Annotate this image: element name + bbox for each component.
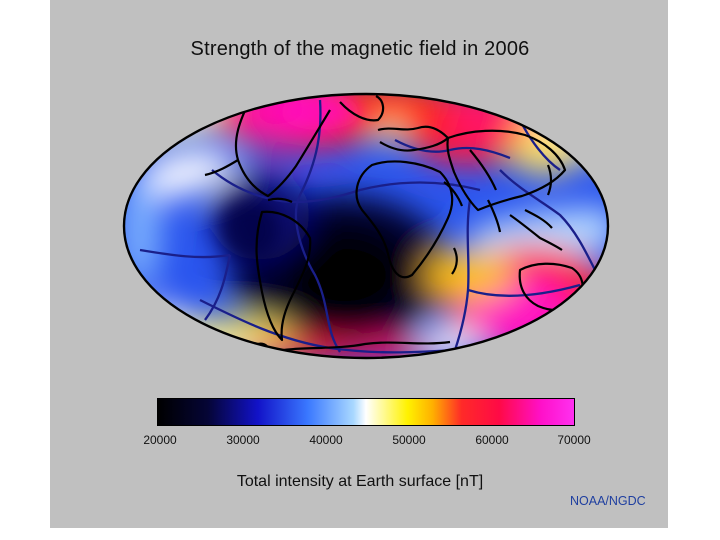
field-intensity-layer [124,94,608,358]
source-credit: NOAA/NGDC [570,494,646,508]
colorbar [157,398,575,426]
map-outline [122,92,610,360]
colorbar-label: Total intensity at Earth surface [nT] [236,473,484,490]
coastlines [204,95,590,354]
map-title: Strength of the magnetic field in 2006 [190,38,530,60]
